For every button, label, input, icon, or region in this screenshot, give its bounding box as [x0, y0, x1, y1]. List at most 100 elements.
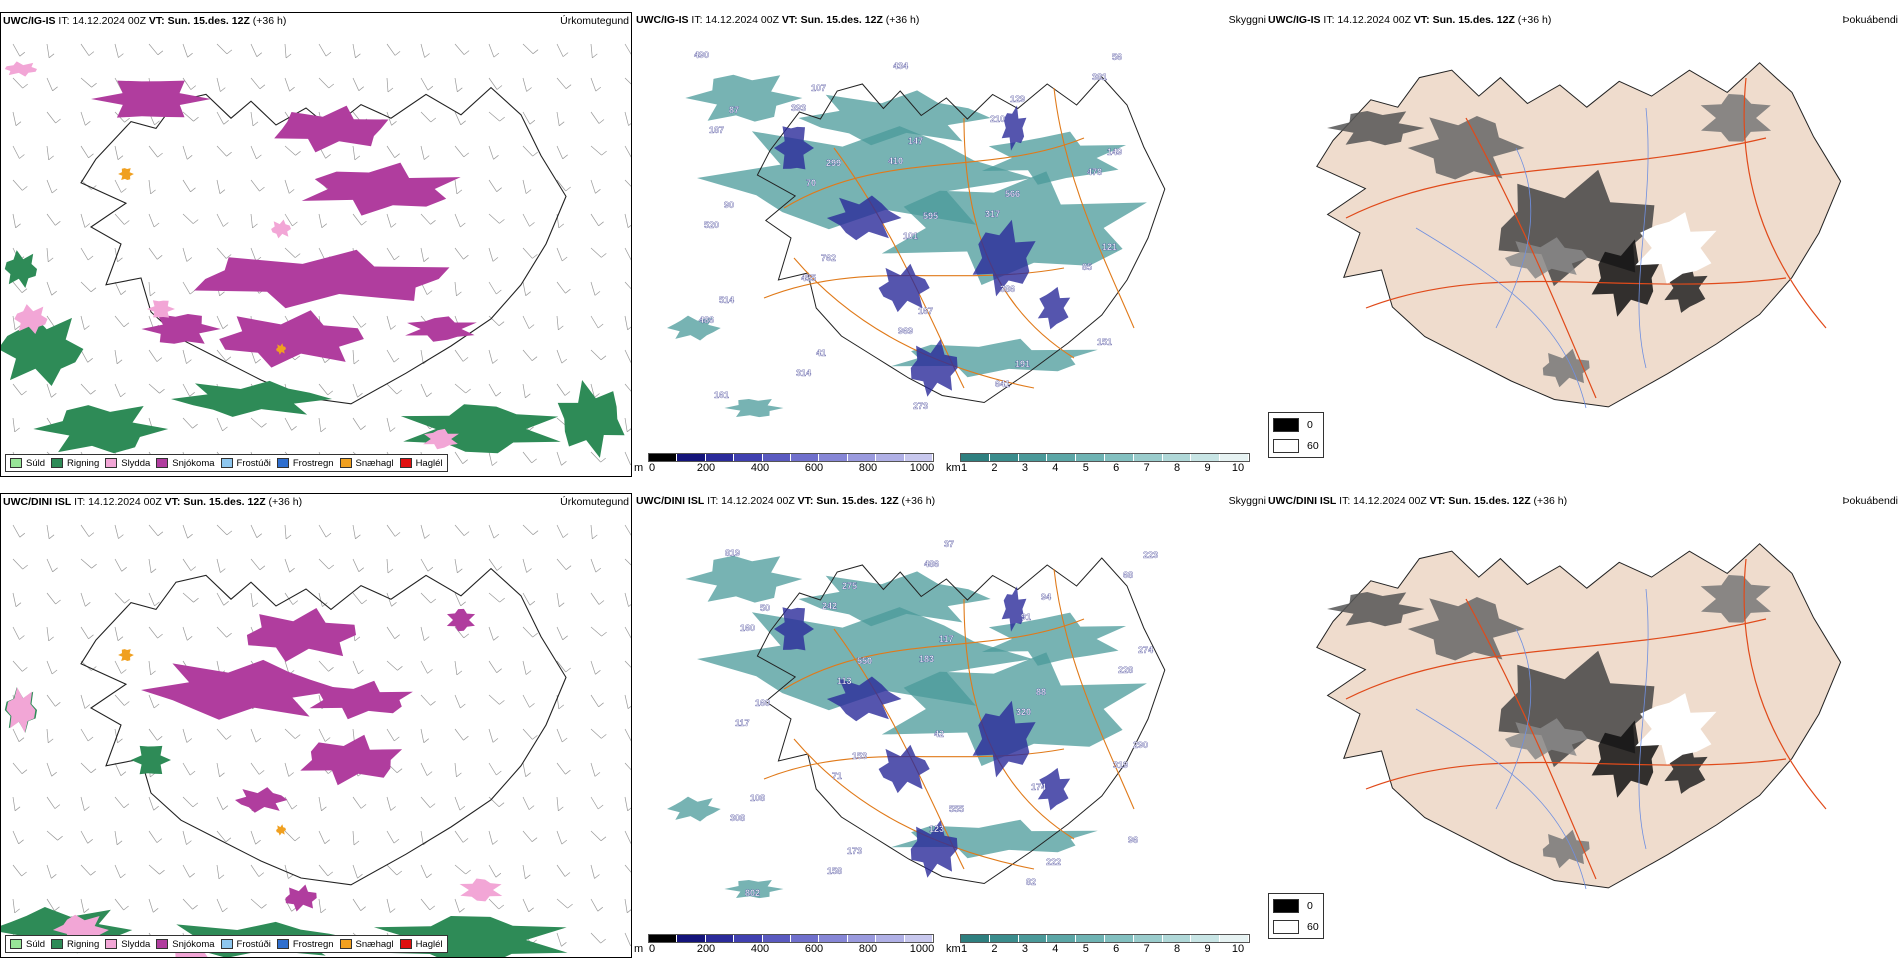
colorbar-segment: [819, 454, 847, 461]
precip-map: [1, 29, 631, 476]
precip-areas: [1, 61, 625, 458]
visibility-areas: [667, 75, 1147, 417]
colorbar-tick: 400: [751, 462, 769, 474]
colorbar-tick: 5: [1083, 943, 1089, 955]
colorbar-segment: [763, 935, 791, 942]
low-visibility-area: [799, 571, 991, 626]
cloud-base-label: 520: [704, 220, 719, 230]
panel-header: UWC/IG-IS IT: 14.12.2024 00Z VT: Sun. 15…: [1266, 12, 1900, 28]
valid-time: Sun. 15.des. 12Z: [1448, 495, 1530, 507]
snow-area: [300, 735, 402, 786]
colorbar-unit: m: [634, 462, 643, 474]
cloud-base-label: 242: [822, 601, 837, 611]
model-name: UWC/DINI ISL: [1268, 495, 1336, 507]
it-label: IT:: [71, 496, 88, 508]
vt-label: VT:: [795, 495, 817, 507]
legend-item: Snjókoma: [156, 458, 214, 469]
it-label: IT:: [689, 14, 706, 26]
cloud-base-label: 50: [760, 603, 770, 613]
legend-swatch: [277, 458, 289, 468]
colorbar-segment: [819, 935, 847, 942]
colorbar-segment: [961, 454, 990, 461]
run-info: UWC/DINI ISL IT: 14.12.2024 00Z VT: Sun.…: [3, 494, 302, 510]
legend-item: Frostregn: [277, 939, 334, 950]
legend-item: Rigning: [51, 458, 99, 469]
colorbar-segment: [1047, 935, 1076, 942]
colorbar-tick: 600: [805, 462, 823, 474]
cloud-base-label: 273: [913, 401, 928, 411]
fog-key-row: 60: [1273, 439, 1319, 453]
rain-area: [171, 381, 332, 417]
panel-header: UWC/DINI ISL IT: 14.12.2024 00Z VT: Sun.…: [1, 494, 631, 510]
panel-header: UWC/DINI ISL IT: 14.12.2024 00Z VT: Sun.…: [1266, 493, 1900, 509]
colorbar-tick: 3: [1022, 462, 1028, 474]
cloud-base-label: 121: [1102, 242, 1117, 252]
snow-area: [141, 660, 342, 720]
legend-swatch: [156, 458, 168, 468]
cloud-base-label: 314: [796, 368, 811, 378]
visibility-title: Skyggni: [1229, 12, 1266, 28]
legend-item: Haglél: [400, 458, 443, 469]
cloud-base-label: 113: [837, 676, 852, 686]
fog-key-swatch: [1273, 439, 1299, 453]
legend-swatch: [51, 458, 63, 468]
cloud-base-label: 819: [725, 548, 740, 558]
vt-label: VT:: [146, 15, 168, 27]
precip-type-panel: UWC/IG-IS IT: 14.12.2024 00Z VT: Sun. 15…: [0, 12, 632, 477]
cloud-base-label: 147: [908, 136, 923, 146]
colorbar-tick: 1000: [910, 462, 934, 474]
cloud-base-label: 42: [934, 729, 944, 739]
wind-barbs: [13, 525, 631, 947]
colorbar-tick: 800: [859, 462, 877, 474]
cloud-base-label: 68: [1123, 570, 1133, 580]
snow-area: [447, 609, 475, 631]
init-time: 14.12.2024 00Z: [705, 14, 779, 26]
init-time: 14.12.2024 00Z: [88, 496, 162, 508]
valid-time: Sun. 15.des. 12Z: [183, 496, 265, 508]
run-info: UWC/IG-IS IT: 14.12.2024 00Z VT: Sun. 15…: [3, 13, 286, 29]
fog-key-row: 0: [1273, 899, 1313, 913]
low-visibility-area: [724, 399, 783, 417]
colorbar-tick: 200: [697, 943, 715, 955]
colorbar-segment: [649, 454, 677, 461]
legend-label: Snæhagl: [356, 939, 394, 950]
sleet-area: [460, 879, 503, 902]
colorbar-segment: [1105, 935, 1134, 942]
cloud-base-label: 160: [755, 698, 770, 708]
fog-key-label: 0: [1307, 900, 1313, 912]
colorbar-segment: [1163, 454, 1192, 461]
colorbar-segment: [677, 935, 705, 942]
cloud-base-label: 187: [709, 125, 724, 135]
cloud-base-label: 107: [811, 83, 826, 93]
legend-swatch: [10, 458, 22, 468]
cloud-base-label: 410: [888, 156, 903, 166]
colorbar: [648, 453, 934, 462]
legend-swatch: [105, 458, 117, 468]
model-name: UWC/IG-IS: [3, 15, 56, 27]
panel-header: UWC/DINI ISL IT: 14.12.2024 00Z VT: Sun.…: [634, 493, 1266, 509]
run-info: UWC/DINI ISL IT: 14.12.2024 00Z VT: Sun.…: [636, 493, 935, 509]
colorbar-segment: [990, 454, 1019, 461]
lead-time: (+36 h): [1515, 14, 1551, 26]
colorbar-segment: [876, 935, 904, 942]
cloud-base-label: 158: [827, 866, 842, 876]
colorbar-segment: [905, 935, 933, 942]
cloud-base-label: 160: [740, 623, 755, 633]
cloud-base-label: 393: [791, 103, 806, 113]
cloud-base-label: 381: [1092, 72, 1107, 82]
cloud-base-label: 56: [1112, 52, 1122, 62]
vt-label: VT:: [162, 496, 184, 508]
precip-type-panel: UWC/DINI ISL IT: 14.12.2024 00Z VT: Sun.…: [0, 493, 632, 958]
cloud-base-label: 153: [852, 751, 867, 761]
legend-label: Rigning: [67, 939, 99, 950]
snow-pellet-area: [118, 649, 134, 661]
legend-label: Slydda: [121, 939, 150, 950]
colorbar-tick: 1: [961, 943, 967, 955]
colorbar-tick: 6: [1113, 943, 1119, 955]
low-visibility-area: [685, 556, 802, 603]
colorbar-tick: 3: [1022, 943, 1028, 955]
run-info: UWC/DINI ISL IT: 14.12.2024 00Z VT: Sun.…: [1268, 493, 1567, 509]
run-info: UWC/IG-IS IT: 14.12.2024 00Z VT: Sun. 15…: [1268, 12, 1551, 28]
